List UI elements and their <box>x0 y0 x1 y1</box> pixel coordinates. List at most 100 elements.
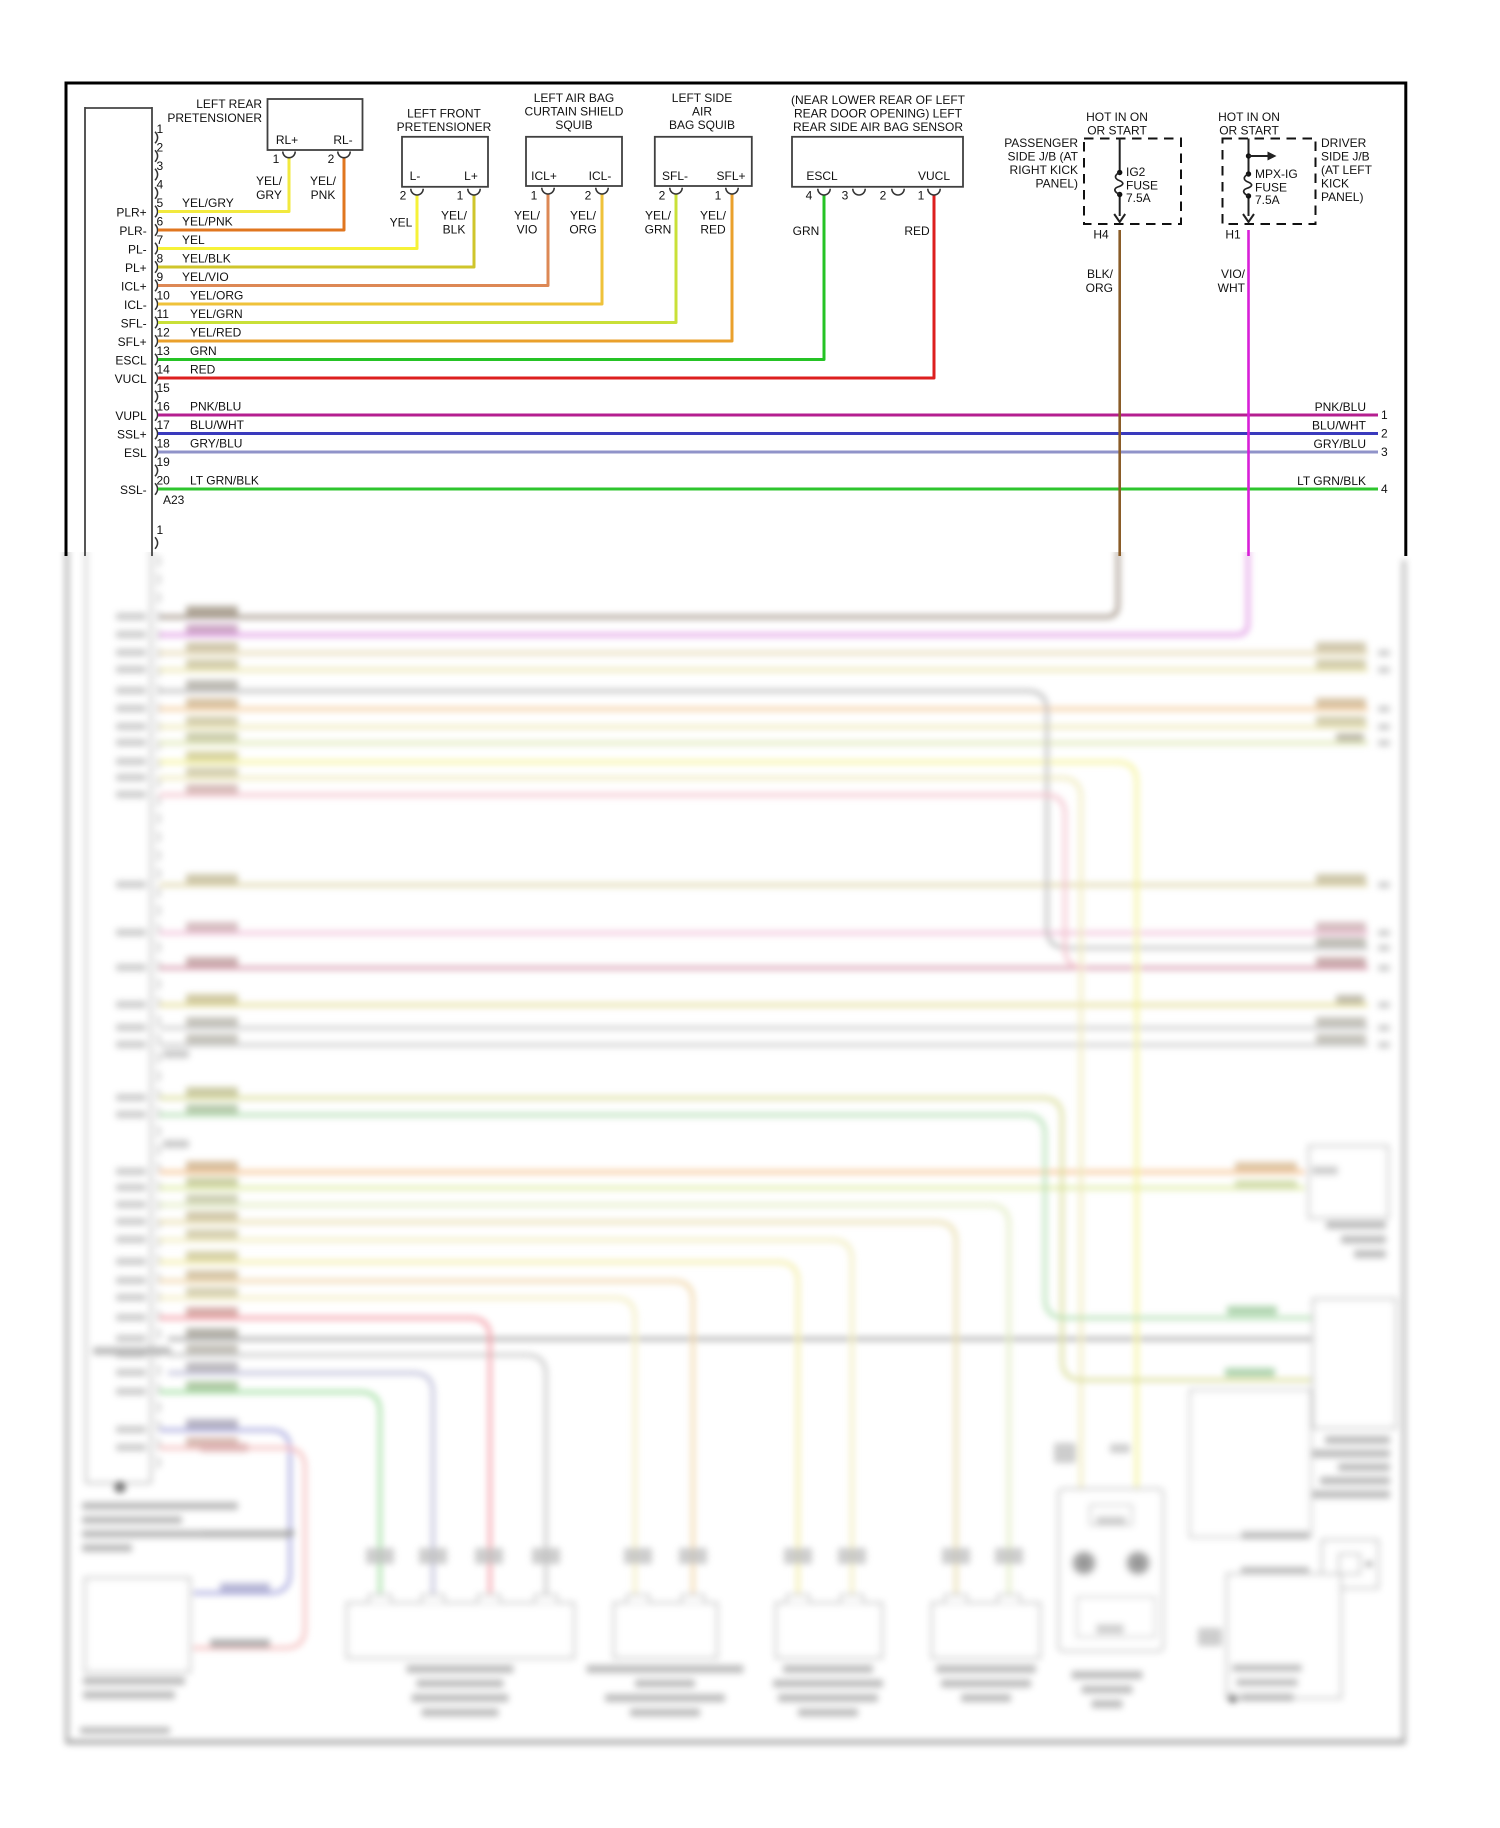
svg-text:SFL+: SFL+ <box>118 335 147 349</box>
svg-text:16: 16 <box>157 399 171 413</box>
svg-text:11: 11 <box>157 307 170 321</box>
svg-text:PNK: PNK <box>311 188 336 202</box>
svg-text:GRN: GRN <box>190 344 217 358</box>
svg-text:LT GRN/BLK: LT GRN/BLK <box>1297 474 1366 488</box>
svg-text:1: 1 <box>457 189 464 203</box>
svg-text:ORG: ORG <box>1086 281 1113 295</box>
svg-text:SIDE J/B (AT: SIDE J/B (AT <box>1008 150 1079 164</box>
svg-text:LT GRN/BLK: LT GRN/BLK <box>190 473 259 487</box>
svg-text:GRN: GRN <box>793 224 820 238</box>
svg-text:18: 18 <box>157 436 171 450</box>
svg-text:YEL/: YEL/ <box>700 209 727 223</box>
svg-text:DRIVER: DRIVER <box>1321 136 1367 150</box>
svg-text:SFL+: SFL+ <box>716 169 745 183</box>
svg-text:PNK/BLU: PNK/BLU <box>1315 400 1366 414</box>
svg-text:2: 2 <box>328 152 335 166</box>
svg-text:1: 1 <box>157 523 164 537</box>
svg-text:WHT: WHT <box>1218 281 1246 295</box>
svg-text:YEL/VIO: YEL/VIO <box>182 270 229 284</box>
svg-text:3: 3 <box>157 159 164 173</box>
svg-text:RED: RED <box>904 224 930 238</box>
svg-text:YEL/: YEL/ <box>645 209 672 223</box>
svg-text:LEFT SIDE: LEFT SIDE <box>672 91 732 105</box>
svg-text:ICL-: ICL- <box>124 298 147 312</box>
svg-text:PANEL): PANEL) <box>1321 190 1363 204</box>
svg-text:PRETENSIONER: PRETENSIONER <box>397 120 492 134</box>
svg-text:HOT IN ON: HOT IN ON <box>1086 110 1148 124</box>
svg-text:10: 10 <box>157 288 171 302</box>
svg-text:5: 5 <box>157 196 164 210</box>
svg-text:3: 3 <box>842 189 849 203</box>
svg-text:2: 2 <box>1381 426 1388 440</box>
svg-text:7.5A: 7.5A <box>1126 191 1151 205</box>
svg-text:YEL: YEL <box>182 233 205 247</box>
svg-text:YEL/GRN: YEL/GRN <box>190 307 243 321</box>
svg-text:YEL/PNK: YEL/PNK <box>182 214 233 228</box>
svg-text:ESCL: ESCL <box>806 169 838 183</box>
svg-text:BAG SQUIB: BAG SQUIB <box>669 118 735 132</box>
svg-text:LEFT FRONT: LEFT FRONT <box>407 107 481 121</box>
svg-text:ESL: ESL <box>124 446 147 460</box>
svg-text:YEL/: YEL/ <box>441 209 468 223</box>
svg-text:SFL-: SFL- <box>121 317 147 331</box>
svg-text:YEL/: YEL/ <box>310 174 337 188</box>
svg-text:BLU/WHT: BLU/WHT <box>1312 419 1367 433</box>
svg-text:RED: RED <box>700 223 726 237</box>
svg-text:GRY/BLU: GRY/BLU <box>190 436 242 450</box>
svg-text:PLR+: PLR+ <box>116 206 146 220</box>
svg-text:YEL/BLK: YEL/BLK <box>182 251 231 265</box>
svg-text:(AT LEFT: (AT LEFT <box>1321 163 1373 177</box>
svg-text:PANEL): PANEL) <box>1036 177 1078 191</box>
svg-text:ORG: ORG <box>569 223 596 237</box>
svg-text:1: 1 <box>1381 408 1388 422</box>
svg-text:YEL/: YEL/ <box>256 174 283 188</box>
svg-text:YEL/RED: YEL/RED <box>190 325 242 339</box>
svg-text:(NEAR LOWER REAR OF LEFT: (NEAR LOWER REAR OF LEFT <box>791 93 966 107</box>
svg-text:SIDE J/B: SIDE J/B <box>1321 150 1370 164</box>
svg-text:RL-: RL- <box>333 133 352 147</box>
svg-text:SQUIB: SQUIB <box>555 118 592 132</box>
svg-text:VUPL: VUPL <box>115 409 147 423</box>
svg-text:2: 2 <box>880 189 887 203</box>
svg-text:FUSE: FUSE <box>1255 181 1287 195</box>
svg-text:ICL-: ICL- <box>589 169 612 183</box>
svg-text:GRY/BLU: GRY/BLU <box>1314 437 1366 451</box>
svg-text:SSL-: SSL- <box>120 483 147 497</box>
svg-text:VIO: VIO <box>517 223 538 237</box>
svg-text:H4: H4 <box>1093 228 1109 242</box>
svg-text:KICK: KICK <box>1321 177 1349 191</box>
svg-text:4: 4 <box>157 177 164 191</box>
svg-text:BLU/WHT: BLU/WHT <box>190 418 245 432</box>
svg-text:RED: RED <box>190 362 216 376</box>
svg-text:1: 1 <box>918 189 925 203</box>
svg-text:14: 14 <box>157 362 171 376</box>
svg-text:YEL/ORG: YEL/ORG <box>190 288 243 302</box>
svg-text:3: 3 <box>1381 445 1388 459</box>
svg-text:PL-: PL- <box>128 243 147 257</box>
svg-text:YEL: YEL <box>390 216 413 230</box>
svg-text:LEFT AIR BAG: LEFT AIR BAG <box>534 91 614 105</box>
svg-text:L-: L- <box>410 169 421 183</box>
svg-text:A23: A23 <box>163 493 185 507</box>
svg-text:CURTAIN SHIELD: CURTAIN SHIELD <box>525 105 624 119</box>
svg-text:MPX-IG: MPX-IG <box>1255 167 1298 181</box>
svg-text:17: 17 <box>157 418 171 432</box>
svg-text:8: 8 <box>157 251 164 265</box>
svg-text:6: 6 <box>157 214 164 228</box>
svg-text:13: 13 <box>157 344 171 358</box>
svg-text:GRN: GRN <box>645 223 672 237</box>
svg-text:1: 1 <box>715 189 722 203</box>
svg-text:2: 2 <box>585 189 592 203</box>
svg-text:1: 1 <box>273 152 280 166</box>
svg-text:12: 12 <box>157 325 171 339</box>
svg-text:1: 1 <box>157 122 164 136</box>
svg-text:OR START: OR START <box>1219 124 1279 138</box>
svg-text:SSL+: SSL+ <box>117 428 147 442</box>
svg-text:2: 2 <box>659 189 666 203</box>
svg-text:PLR-: PLR- <box>119 224 146 238</box>
svg-text:2: 2 <box>157 140 164 154</box>
svg-text:PL+: PL+ <box>125 261 147 275</box>
svg-text:OR START: OR START <box>1087 124 1147 138</box>
svg-text:LEFT REAR: LEFT REAR <box>196 97 262 111</box>
svg-text:YEL/: YEL/ <box>570 209 597 223</box>
